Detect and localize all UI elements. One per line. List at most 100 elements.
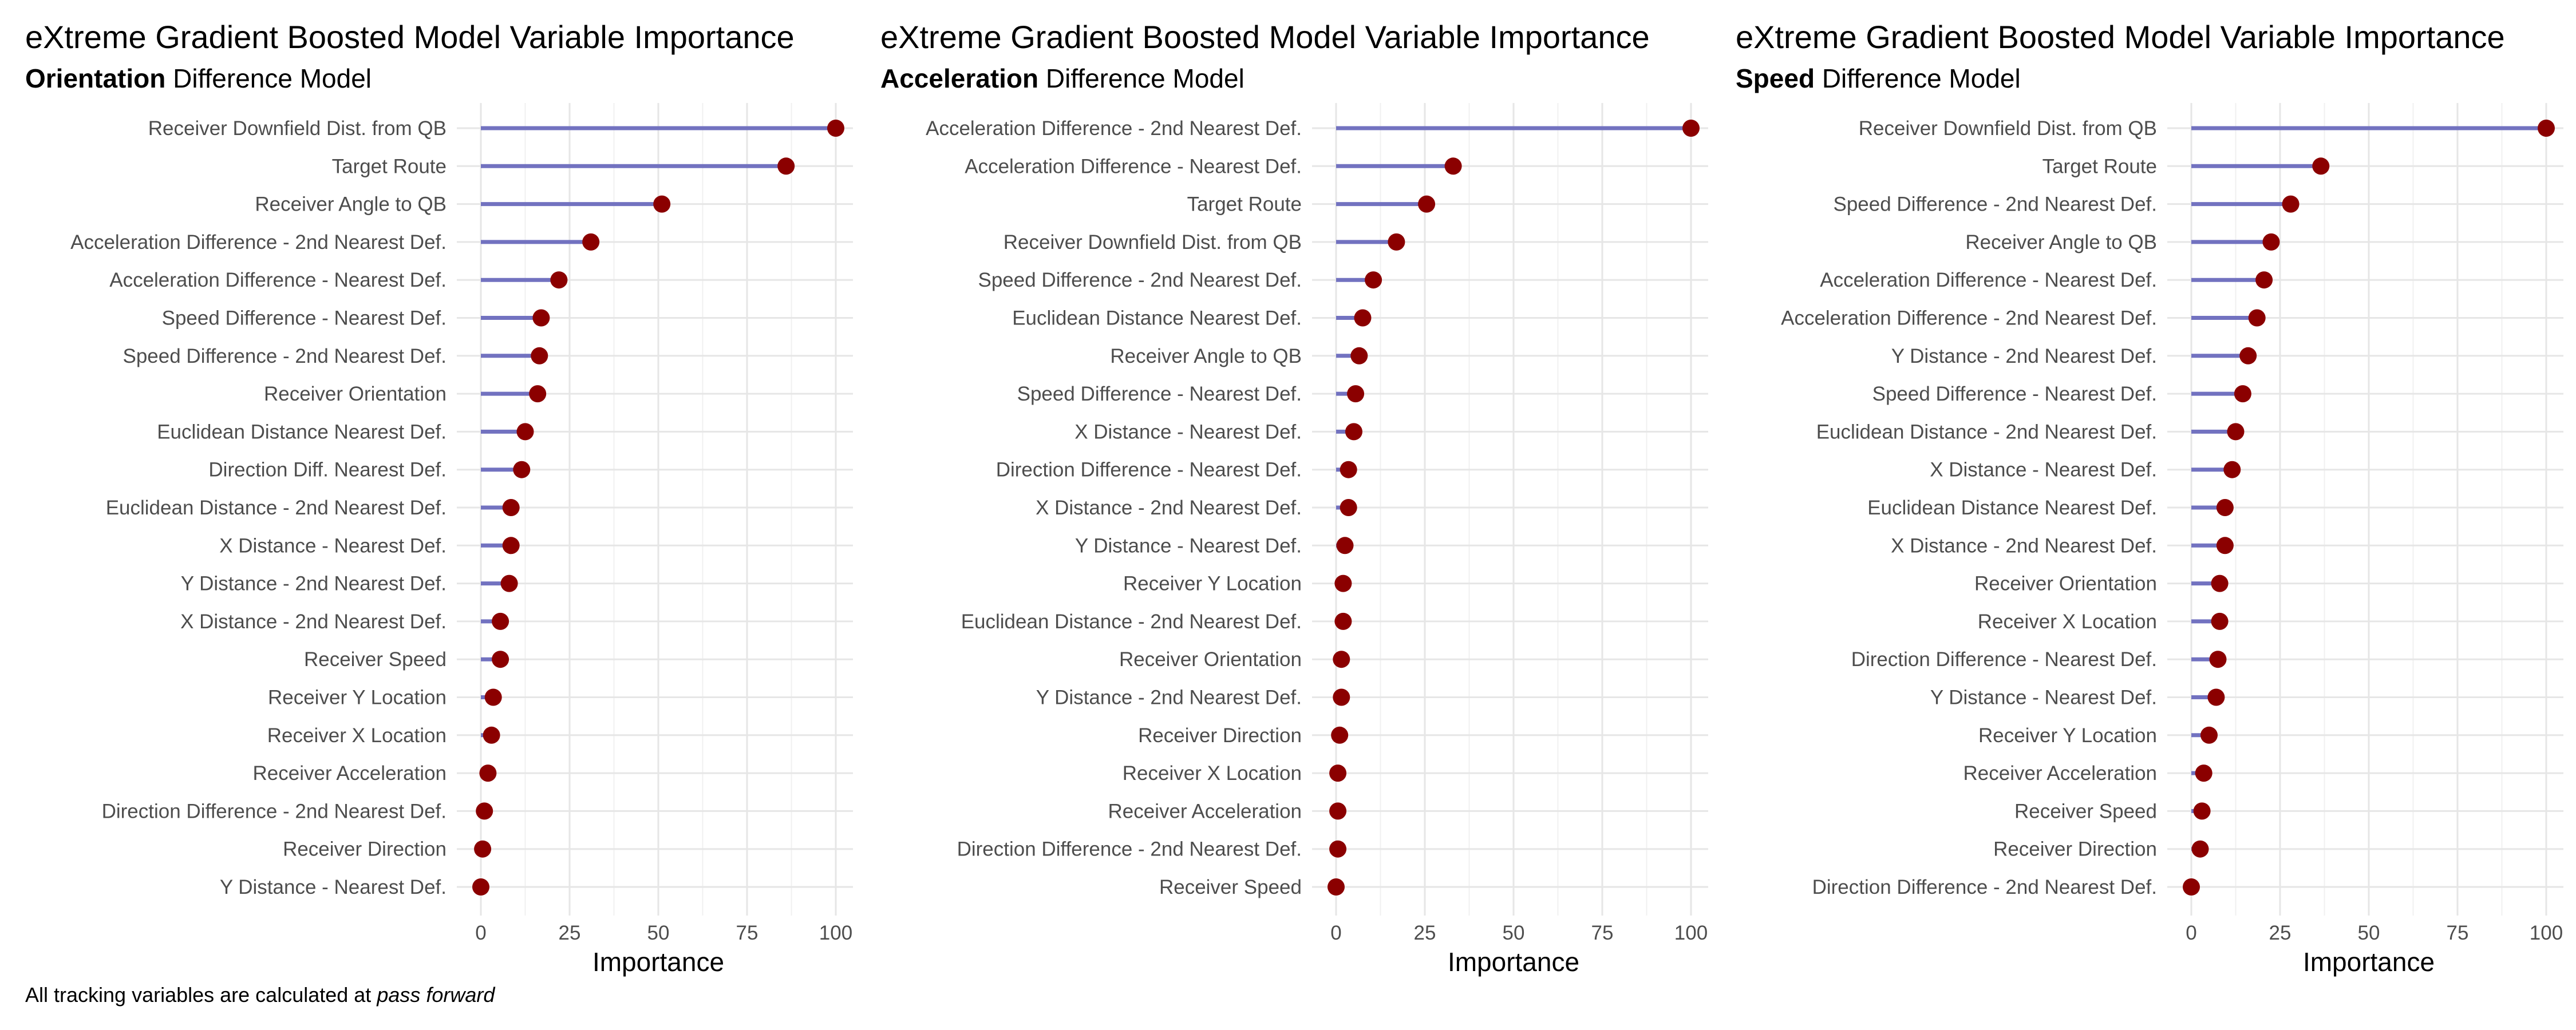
lollipop-point: [2195, 764, 2212, 782]
panel-1-subtitle: Orientation Difference Model: [25, 63, 372, 94]
lollipop-point: [1331, 726, 1349, 744]
panel-2-subtitle: Acceleration Difference Model: [880, 63, 1244, 94]
category-label: Receiver Angle to QB: [255, 193, 447, 216]
category-label: Acceleration Difference - 2nd Nearest De…: [70, 231, 447, 253]
category-label: Receiver Downfield Dist. from QB: [148, 117, 447, 140]
lollipop-point: [529, 385, 547, 403]
lollipop-point: [653, 195, 671, 213]
category-label: Direction Difference - Nearest Def.: [996, 459, 1302, 481]
category-label: X Distance - Nearest Def.: [219, 534, 447, 557]
lollipop-point: [531, 347, 548, 365]
lollipop-point: [2227, 423, 2245, 441]
panel-1-subtitle-bold: Orientation: [25, 64, 166, 93]
panel-3-title: eXtreme Gradient Boosted Model Variable …: [1736, 19, 2505, 55]
category-label: Y Distance - Nearest Def.: [1075, 534, 1302, 557]
x-tick-label: 50: [2358, 922, 2380, 944]
lollipop-point: [777, 157, 795, 175]
lollipop-point: [1388, 233, 1405, 251]
lollipop-point: [550, 271, 568, 289]
lollipop-point: [1340, 461, 1357, 478]
category-label: Speed Difference - 2nd Nearest Def.: [1833, 193, 2157, 216]
x-axis-title: Importance: [592, 947, 724, 977]
panel-2-subtitle-bold: Acceleration: [880, 64, 1039, 93]
x-axis-title: Importance: [1448, 947, 1579, 977]
category-label: Receiver Acceleration: [1963, 762, 2158, 785]
category-label: Y Distance - 2nd Nearest Def.: [1036, 687, 1302, 709]
category-label: Y Distance - 2nd Nearest Def.: [1891, 345, 2157, 367]
category-label: Receiver Orientation: [1974, 573, 2157, 595]
category-label: Acceleration Difference - Nearest Def.: [965, 155, 1302, 177]
category-label: Euclidean Distance Nearest Def.: [157, 421, 447, 443]
panel-2-subtitle-rest: Difference Model: [1038, 64, 1244, 93]
lollipop-point: [2211, 575, 2229, 592]
category-label: Euclidean Distance - 2nd Nearest Def.: [106, 497, 447, 519]
lollipop-point: [1350, 347, 1368, 365]
category-label: Speed Difference - Nearest Def.: [1017, 383, 1302, 405]
category-label: Receiver Direction: [1138, 724, 1302, 747]
lollipop-point: [2209, 651, 2227, 668]
category-label: Acceleration Difference - Nearest Def.: [1820, 269, 2157, 291]
lollipop-point: [2191, 840, 2209, 858]
x-tick-label: 0: [1330, 922, 1341, 944]
lollipop-point: [2223, 461, 2241, 478]
category-label: Euclidean Distance - 2nd Nearest Def.: [1816, 421, 2157, 443]
lollipop-point: [1365, 271, 1382, 289]
category-label: Receiver Acceleration: [253, 762, 447, 785]
lollipop-point: [1336, 537, 1354, 554]
lollipop-point: [2211, 612, 2229, 630]
lollipop-point: [2183, 878, 2200, 896]
lollipop-point: [2282, 195, 2300, 213]
lollipop-point: [474, 840, 492, 858]
category-label: X Distance - 2nd Nearest Def.: [1891, 534, 2157, 557]
category-label: Euclidean Distance Nearest Def.: [1867, 497, 2157, 519]
lollipop-point: [1333, 651, 1350, 668]
lollipop-point: [1329, 840, 1347, 858]
category-label: Receiver Angle to QB: [1965, 231, 2157, 253]
lollipop-point: [582, 233, 600, 251]
category-label: Target Route: [1187, 193, 1302, 216]
category-label: Euclidean Distance - 2nd Nearest Def.: [961, 611, 1302, 633]
category-label: Speed Difference - Nearest Def.: [162, 307, 447, 330]
category-label: X Distance - 2nd Nearest Def.: [180, 611, 447, 633]
lollipop-point: [2255, 271, 2273, 289]
panel-1-title: eXtreme Gradient Boosted Model Variable …: [25, 19, 795, 55]
category-label: Receiver Acceleration: [1108, 800, 1302, 822]
lollipop-point: [1329, 802, 1347, 820]
lollipop-point: [484, 688, 502, 706]
category-label: Receiver Speed: [2014, 800, 2157, 822]
category-label: X Distance - Nearest Def.: [1930, 459, 2157, 481]
category-label: Speed Difference - 2nd Nearest Def.: [978, 269, 1302, 291]
lollipop-point: [476, 802, 493, 820]
lollipop-point: [2216, 499, 2234, 516]
x-tick-label: 25: [2269, 922, 2291, 944]
x-tick-label: 0: [2186, 922, 2196, 944]
x-tick-label: 100: [1674, 922, 1708, 944]
lollipop-point: [1333, 688, 1350, 706]
lollipop-point: [1682, 120, 1700, 137]
category-label: Receiver Downfield Dist. from QB: [1859, 117, 2157, 140]
category-label: X Distance - Nearest Def.: [1074, 421, 1302, 443]
category-label: X Distance - 2nd Nearest Def.: [1036, 497, 1302, 519]
caption-emphasis: pass forward: [377, 983, 495, 1007]
category-label: Receiver Y Location: [268, 687, 447, 709]
lollipop-point: [1327, 878, 1345, 896]
lollipop-point: [2234, 385, 2251, 403]
category-label: Target Route: [332, 155, 447, 177]
category-label: Y Distance - Nearest Def.: [1930, 687, 2157, 709]
category-label: Acceleration Difference - Nearest Def.: [109, 269, 447, 291]
panel-3-subtitle-bold: Speed: [1736, 64, 1815, 93]
lollipop-point: [492, 651, 509, 668]
x-tick-label: 50: [1503, 922, 1525, 944]
lollipop-point: [2216, 537, 2234, 554]
lollipop-point: [500, 575, 518, 592]
lollipop-point: [1329, 764, 1347, 782]
x-tick-label: 50: [647, 922, 670, 944]
lollipop-point: [502, 537, 520, 554]
category-label: Direction Difference - 2nd Nearest Def.: [102, 800, 447, 822]
caption: All tracking variables are calculated at…: [25, 983, 495, 1007]
lollipop-point: [1345, 423, 1362, 441]
category-label: Receiver X Location: [267, 724, 447, 747]
lollipop-point: [1354, 309, 1372, 327]
lollipop-point: [2312, 157, 2330, 175]
lollipop-point: [1347, 385, 1365, 403]
